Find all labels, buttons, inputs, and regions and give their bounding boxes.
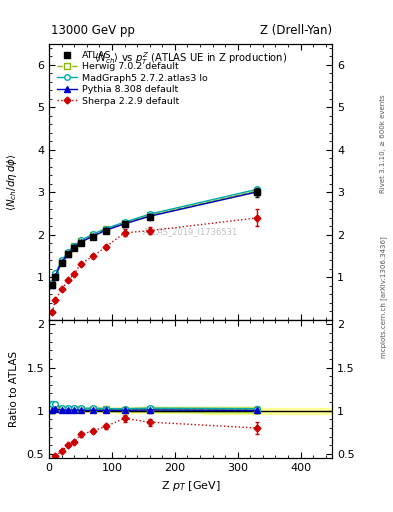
ATLAS [147, 214, 152, 220]
Text: Z (Drell-Yan): Z (Drell-Yan) [260, 24, 332, 37]
ATLAS [66, 251, 70, 257]
Text: $\langle N_{ch}\rangle$ vs $p_T^Z$ (ATLAS UE in Z production): $\langle N_{ch}\rangle$ vs $p_T^Z$ (ATLA… [94, 51, 287, 67]
ATLAS [91, 233, 95, 240]
Legend: ATLAS, Herwig 7.0.2 default, MadGraph5 2.7.2.atlas3 lo, Pythia 8.308 default, Sh: ATLAS, Herwig 7.0.2 default, MadGraph5 2… [54, 48, 211, 109]
Text: Rivet 3.1.10, ≥ 600k events: Rivet 3.1.10, ≥ 600k events [380, 94, 386, 193]
ATLAS [59, 260, 64, 266]
Line: ATLAS: ATLAS [49, 189, 260, 289]
Text: ATLAS_2019_I1736531: ATLAS_2019_I1736531 [143, 227, 238, 236]
ATLAS [72, 245, 77, 251]
ATLAS [122, 221, 127, 227]
X-axis label: Z $p_T$ [GeV]: Z $p_T$ [GeV] [161, 479, 220, 493]
ATLAS [78, 240, 83, 246]
Y-axis label: Ratio to ATLAS: Ratio to ATLAS [9, 351, 19, 427]
ATLAS [50, 282, 55, 288]
Text: 13000 GeV pp: 13000 GeV pp [51, 24, 135, 37]
ATLAS [53, 273, 58, 280]
ATLAS [103, 228, 108, 234]
ATLAS [254, 189, 259, 196]
Text: mcplots.cern.ch [arXiv:1306.3436]: mcplots.cern.ch [arXiv:1306.3436] [380, 236, 387, 358]
Y-axis label: $\langle N_{ch}/d\eta\,d\phi\rangle$: $\langle N_{ch}/d\eta\,d\phi\rangle$ [6, 153, 19, 210]
